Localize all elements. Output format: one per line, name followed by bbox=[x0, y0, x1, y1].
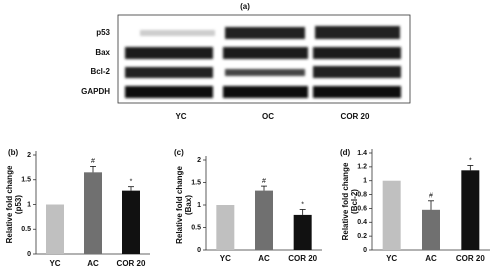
lane-label: OC bbox=[262, 112, 274, 121]
y-tick-label: 0.6 bbox=[357, 205, 367, 212]
y-axis-label-line: Relative fold change bbox=[5, 165, 14, 243]
annotation: * bbox=[130, 179, 133, 186]
y-tick-label: 0 bbox=[363, 247, 367, 254]
y-axis-label-line: (Bax) bbox=[184, 195, 193, 215]
bar bbox=[46, 204, 64, 254]
x-tick-label: AC bbox=[425, 254, 437, 263]
y-tick-label: 0.5 bbox=[21, 226, 31, 233]
row-label: Bcl-2 bbox=[90, 67, 110, 76]
panel-label: (b) bbox=[8, 148, 19, 157]
panel-label: (a) bbox=[240, 2, 250, 11]
y-tick-label: 1.2 bbox=[357, 164, 367, 171]
annotation: * bbox=[469, 157, 472, 164]
y-tick-label: 0.2 bbox=[357, 233, 367, 240]
y-tick-label: 1.5 bbox=[191, 179, 201, 186]
annotation: # bbox=[429, 193, 433, 200]
lane-label: COR 20 bbox=[341, 112, 370, 121]
y-axis-label-line: (Bcl-2) bbox=[350, 189, 359, 214]
y-axis-label: Relative fold change(Bcl-2) bbox=[341, 162, 359, 240]
bar bbox=[84, 172, 102, 254]
bar bbox=[216, 205, 235, 250]
annotation: # bbox=[262, 178, 266, 185]
bar bbox=[461, 170, 480, 250]
y-axis-label-line: Relative fold change bbox=[341, 162, 350, 240]
x-tick-label: COR 20 bbox=[288, 254, 317, 263]
y-tick-label: 1 bbox=[27, 201, 31, 208]
x-tick-label: AC bbox=[87, 259, 99, 268]
annotation: # bbox=[91, 158, 95, 165]
y-tick-label: 0.8 bbox=[357, 191, 367, 198]
y-tick-label: 0 bbox=[27, 251, 31, 258]
y-tick-label: 1.4 bbox=[357, 150, 367, 157]
y-tick-label: 2 bbox=[27, 152, 31, 159]
row-label: Bax bbox=[95, 48, 110, 57]
bands bbox=[125, 26, 401, 98]
lane-label: YC bbox=[175, 112, 186, 121]
y-tick-label: 2 bbox=[197, 157, 201, 164]
y-axis-label: Relative fold change(Bax) bbox=[175, 166, 193, 244]
y-tick-label: 1 bbox=[363, 178, 367, 185]
bar bbox=[255, 190, 273, 250]
bar bbox=[382, 180, 401, 250]
x-tick-label: AC bbox=[258, 254, 270, 263]
x-tick-label: YC bbox=[49, 259, 60, 268]
row-label: p53 bbox=[96, 28, 110, 37]
y-tick-label: 0.4 bbox=[357, 219, 367, 226]
x-tick-label: COR 20 bbox=[117, 259, 146, 268]
y-axis-label-line: Relative fold change bbox=[175, 166, 184, 244]
y-tick-label: 0 bbox=[197, 247, 201, 254]
x-tick-label: YC bbox=[386, 254, 397, 263]
y-axis-label-line: (p53) bbox=[14, 195, 23, 214]
x-tick-label: YC bbox=[220, 254, 231, 263]
bar bbox=[122, 190, 140, 254]
panel-label: (c) bbox=[174, 148, 184, 157]
y-tick-label: 1.5 bbox=[21, 177, 31, 184]
panel-label: (d) bbox=[340, 148, 351, 157]
y-axis-label: Relative fold change(p53) bbox=[5, 165, 23, 243]
y-tick-label: 1 bbox=[197, 202, 201, 209]
bar bbox=[293, 214, 312, 250]
blot bbox=[117, 14, 411, 104]
annotation: * bbox=[301, 201, 304, 208]
y-tick-label: 0.5 bbox=[191, 224, 201, 231]
row-label: GAPDH bbox=[81, 87, 110, 96]
bar bbox=[422, 209, 440, 250]
x-tick-label: COR 20 bbox=[456, 254, 485, 263]
